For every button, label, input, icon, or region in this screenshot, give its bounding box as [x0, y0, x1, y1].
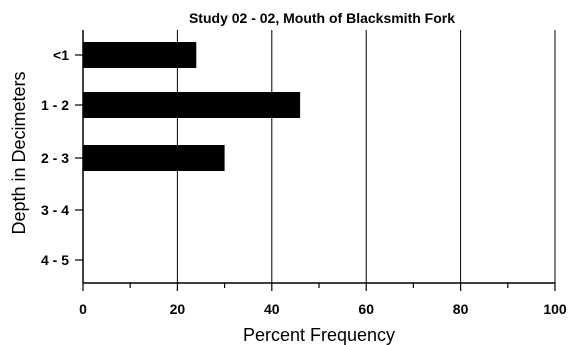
bar-1 [83, 92, 301, 118]
y-tick-label-3: 3 - 4 [41, 202, 69, 218]
bars [83, 42, 301, 171]
y-tick-label-4: 4 - 5 [41, 252, 69, 268]
gridlines [176, 30, 556, 283]
bar-0 [83, 42, 197, 68]
bar-2 [83, 145, 225, 171]
y-axis-label: Depth in Decimeters [9, 71, 29, 234]
x-tick-label-0: 0 [79, 301, 87, 317]
chart-title: Study 02 - 02, Mouth of Blacksmith Fork [189, 10, 455, 26]
y-tick-label-1: 1 - 2 [41, 97, 69, 113]
y-tick-label-2: 2 - 3 [41, 150, 69, 166]
x-axis-label: Percent Frequency [243, 325, 395, 345]
y-tick-label-0: <1 [53, 47, 69, 63]
ticks: 0 20 40 60 80 100 <1 1 - 2 2 - 3 3 - 4 4 - 5 [41, 47, 567, 317]
x-tick-label-100: 100 [543, 301, 567, 317]
x-tick-label-80: 80 [453, 301, 469, 317]
x-tick-label-20: 20 [170, 301, 186, 317]
x-tick-label-40: 40 [264, 301, 280, 317]
x-tick-label-60: 60 [358, 301, 374, 317]
